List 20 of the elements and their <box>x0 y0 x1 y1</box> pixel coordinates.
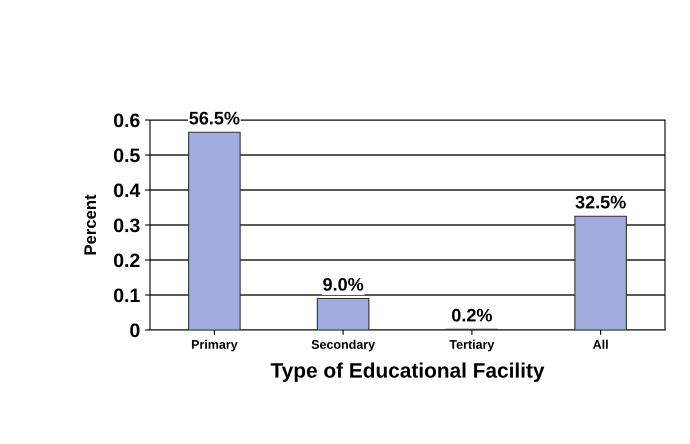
y-tick-label: 0.3 <box>114 218 140 232</box>
x-tick-label: All <box>592 340 608 349</box>
y-tick-label: 0.2 <box>114 253 140 268</box>
bar <box>574 216 627 330</box>
bar <box>316 298 370 330</box>
y-tick-label: 0.1 <box>114 288 140 302</box>
y-tick-label: 0 <box>130 323 140 338</box>
y-tick-label: 0.4 <box>114 183 140 198</box>
x-axis-title: Type of Educational Facility <box>270 362 544 382</box>
y-tick-label: 0.6 <box>114 113 140 128</box>
y-axis-title: Percent <box>84 194 96 254</box>
x-tick-label: Primary <box>192 340 238 352</box>
data-label: 56.5% <box>189 112 240 125</box>
data-label: 32.5% <box>575 196 626 209</box>
bar <box>188 132 241 330</box>
data-label: 0.2% <box>452 308 492 322</box>
y-tick-label: 0.5 <box>114 148 140 162</box>
data-label: 9.0% <box>323 278 364 291</box>
x-tick-label: Tertiary <box>450 340 494 352</box>
x-tick-label: Secondary <box>312 340 376 352</box>
